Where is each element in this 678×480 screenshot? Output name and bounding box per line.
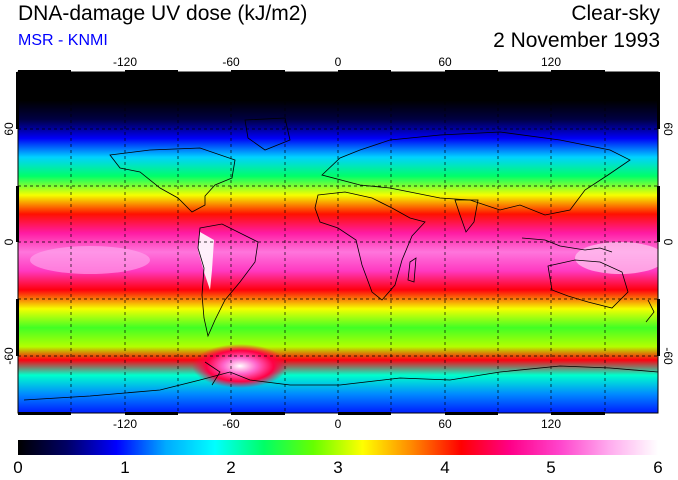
lat-label-right: 60 [661,122,675,136]
lon-label-bottom: -120 [113,417,137,431]
ozone-hole-spot [192,344,288,388]
lon-label-bottom: 120 [541,417,561,431]
lat-label-left: 0 [2,238,16,245]
lon-label-top: 60 [438,55,452,69]
lat-labels-right: 60 0 -60 [661,122,675,365]
coast-eurasia [321,131,631,216]
coast-greenland [244,117,291,151]
coast-madagascar [407,257,417,283]
colorbar [18,440,658,455]
map-field [18,72,658,413]
lon-labels-top: -120 -60 0 60 120 [113,55,561,69]
lat-label-right: -60 [661,347,675,365]
coast-africa [314,191,426,301]
lon-label-top: -60 [222,55,240,69]
colorbar-label: 2 [226,458,236,477]
frame-ticks-bottom [18,412,605,415]
lat-labels-left: 60 0 -60 [2,122,16,365]
lon-label-top: -120 [113,55,137,69]
map-title: DNA-damage UV dose (kJ/m2) [18,2,308,25]
coast-australia [547,259,629,309]
coast-new-zealand [645,299,655,323]
frame-ticks-sides [16,72,660,356]
lat-label-left: 60 [2,122,16,136]
graticule [18,72,658,413]
source-label: MSR - KNMI [18,32,108,49]
colorbar-label: 3 [333,458,343,477]
lat-label-right: 0 [661,239,675,246]
lon-label-bottom: 60 [438,417,452,431]
lon-label-bottom: 0 [335,417,342,431]
andes-highdose [198,232,214,290]
colorbar-label: 5 [546,458,556,477]
coast-antarctic-peninsula [204,361,221,386]
lat-label-left: -60 [2,347,16,365]
colorbar-label: 6 [653,458,663,477]
coastlines [23,117,658,401]
lon-label-bottom: -60 [222,417,240,431]
sky-condition-label: Clear-sky [571,2,660,25]
lon-label-top: 0 [335,55,342,69]
frame-ticks-top [18,70,605,73]
colorbar-label: 0 [13,458,23,477]
date-label: 2 November 1993 [493,29,660,52]
coast-north-america [109,147,236,213]
coast-antarctica [23,365,658,401]
lon-label-top: 120 [541,55,561,69]
australia-highdose [575,242,658,274]
coast-india [454,199,479,233]
pacific-highdose [30,246,150,274]
colorbar-label: 1 [120,458,130,477]
lon-labels-bottom: -120 -60 0 60 120 [113,417,561,431]
colorbar-label: 4 [440,458,450,477]
coast-indonesia [521,237,613,253]
